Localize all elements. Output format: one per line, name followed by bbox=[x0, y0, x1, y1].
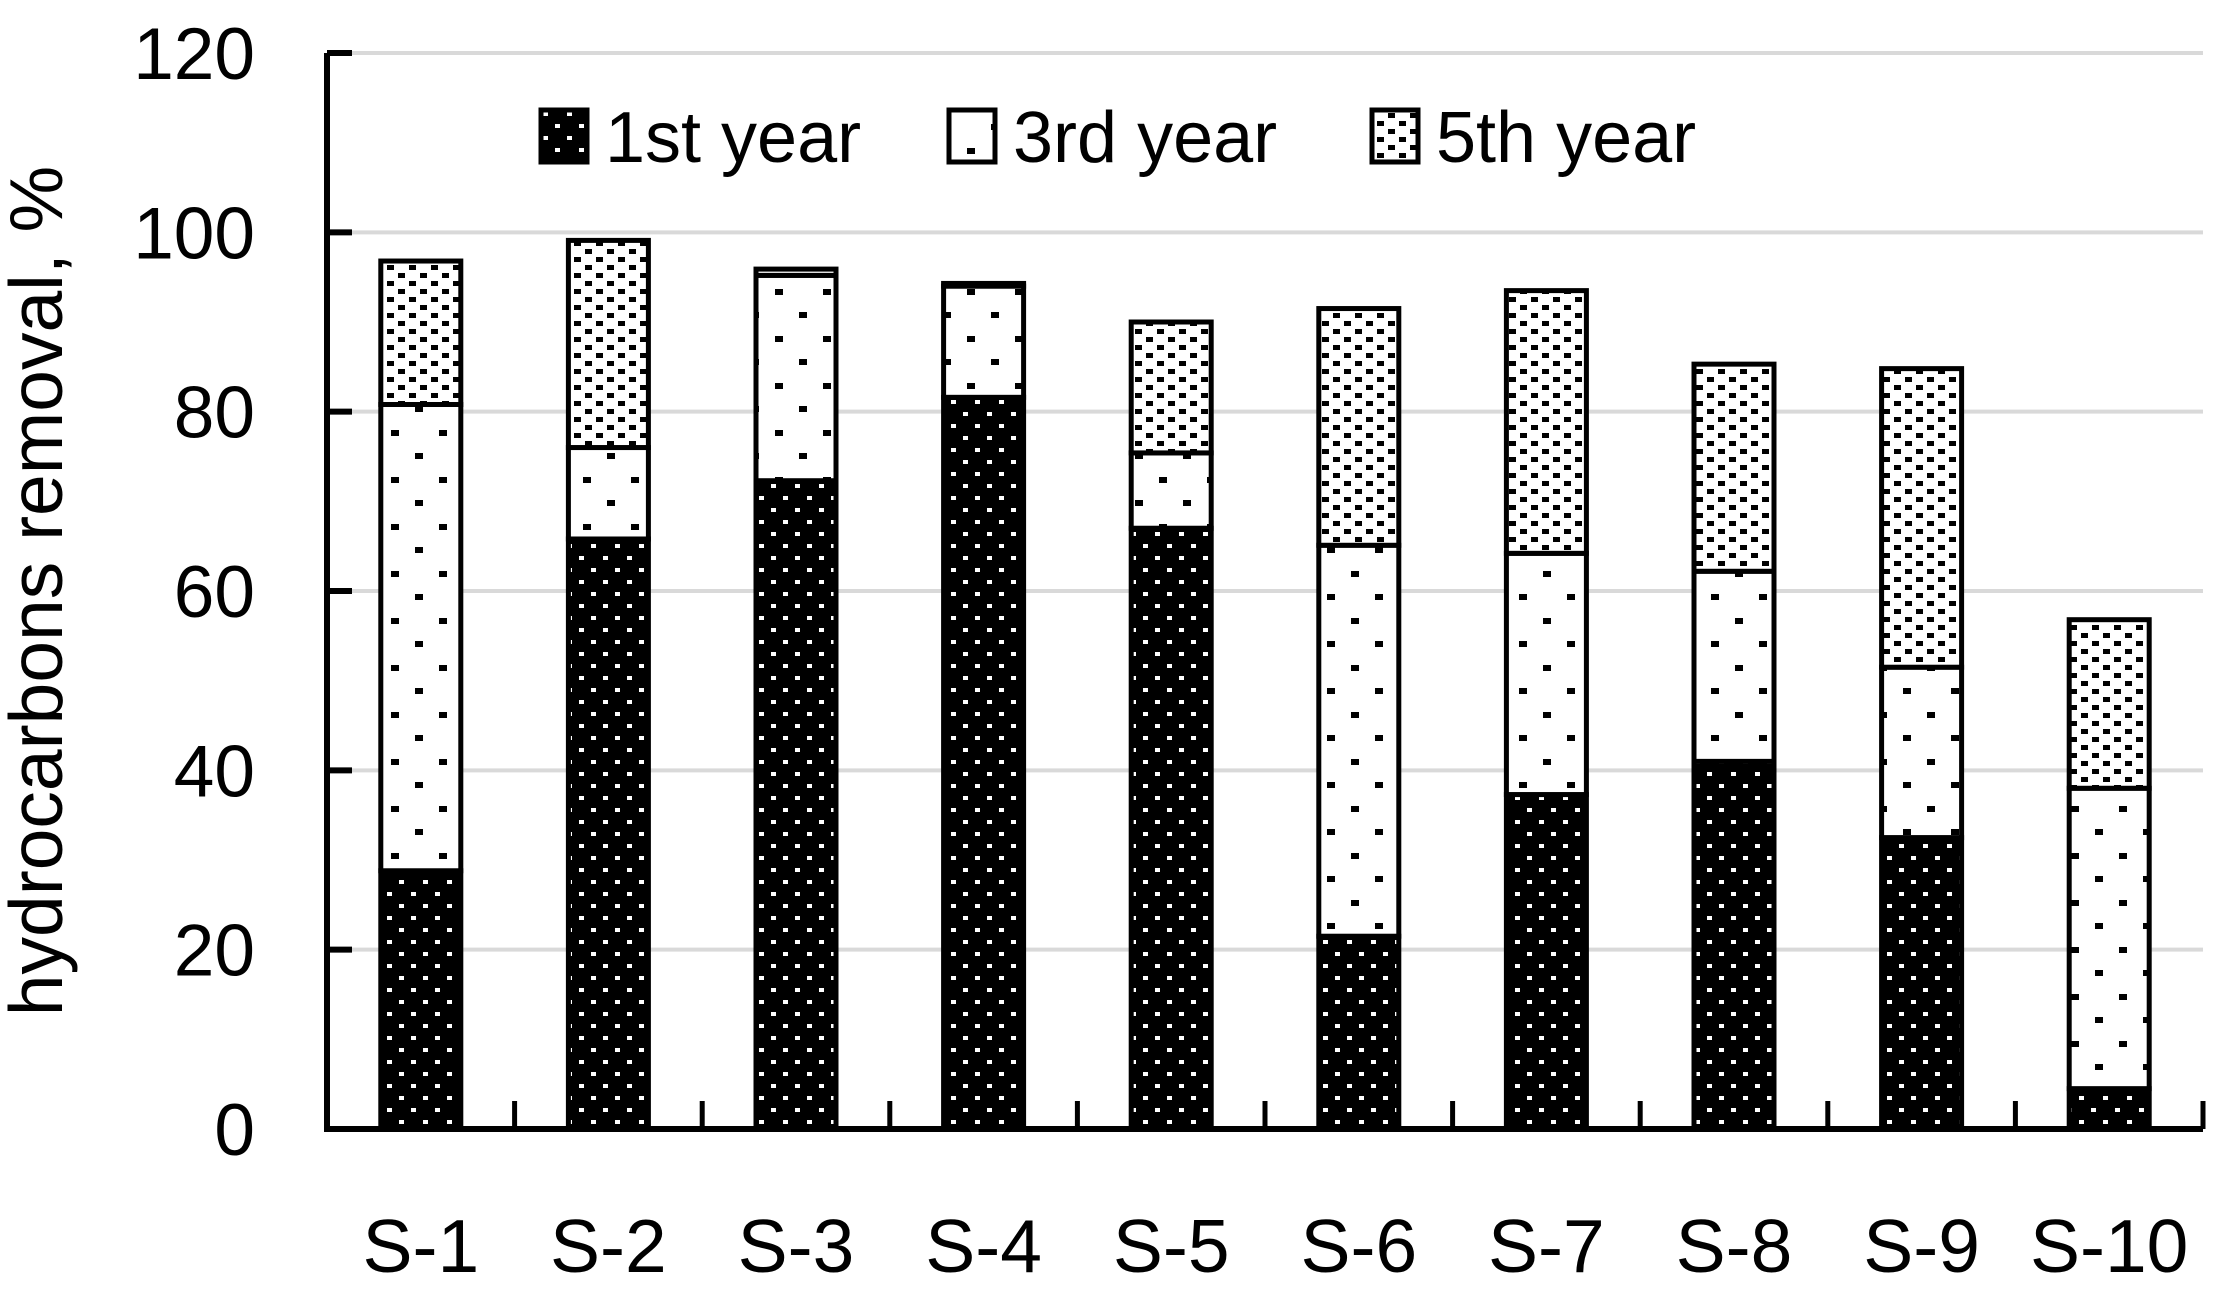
x-ticks-group bbox=[324, 1101, 2206, 1129]
bar-segment-3rd-year-S-4 bbox=[941, 283, 1027, 400]
bar-segment-1st-year-S-3 bbox=[753, 478, 839, 1132]
x-category-label: S-1 bbox=[362, 1204, 479, 1288]
bar-segment-5th-year-S-10 bbox=[2066, 617, 2152, 791]
bar-segment-1st-year-S-9 bbox=[1879, 835, 1965, 1132]
y-tick-label: 100 bbox=[133, 193, 255, 274]
legend-swatch-1st-year bbox=[538, 107, 590, 165]
bar-segment-3rd-year-S-10 bbox=[2066, 785, 2152, 1092]
bar-segment-3rd-year-S-3 bbox=[753, 272, 839, 484]
bar-segment-3rd-year-S-1 bbox=[378, 401, 464, 874]
bar-segment-3rd-year-S-6 bbox=[1316, 542, 1402, 939]
y-axis-title: hydrocarbons removal, % bbox=[0, 166, 78, 1016]
legend-swatch-3rd-year bbox=[946, 107, 998, 165]
legend-swatch-5th-year bbox=[1369, 107, 1421, 165]
x-category-label: S-10 bbox=[2030, 1204, 2188, 1288]
y-tick-label: 0 bbox=[214, 1090, 255, 1171]
bar-segment-5th-year-S-1 bbox=[378, 258, 464, 407]
bar-segment-5th-year-S-9 bbox=[1879, 366, 1965, 670]
bar-segment-1st-year-S-1 bbox=[378, 868, 464, 1132]
bar-segment-5th-year-S-8 bbox=[1691, 361, 1777, 574]
bar-segment-3rd-year-S-8 bbox=[1691, 568, 1777, 764]
bar-segment-1st-year-S-7 bbox=[1503, 792, 1589, 1132]
y-tick-label: 80 bbox=[174, 373, 255, 454]
y-tick-label: 40 bbox=[174, 731, 255, 812]
y-tick-label: 20 bbox=[174, 911, 255, 992]
y-tick-label: 120 bbox=[133, 14, 255, 95]
bar-segment-3rd-year-S-2 bbox=[565, 445, 651, 542]
y-tick-label: 60 bbox=[174, 552, 255, 633]
x-category-label: S-4 bbox=[925, 1204, 1042, 1288]
legend: 1st year 3rd year 5th year bbox=[538, 98, 1696, 178]
x-category-label: S-8 bbox=[1676, 1204, 1793, 1288]
x-category-label: S-9 bbox=[1863, 1204, 1980, 1288]
bar-segment-3rd-year-S-9 bbox=[1879, 664, 1965, 841]
y-tick-labels-group: 0 20 40 60 80 100 120 bbox=[133, 14, 255, 1171]
x-category-label: S-7 bbox=[1488, 1204, 1605, 1288]
x-category-labels-group: S-1 S-2 S-3 S-4 S-5 S-6 S-7 S-8 S-9 S-10 bbox=[362, 1204, 2188, 1288]
bar-segment-5th-year-S-2 bbox=[565, 237, 651, 451]
legend-item-1st-year: 1st year bbox=[538, 98, 861, 178]
bar-segment-1st-year-S-5 bbox=[1128, 525, 1214, 1132]
bar-segment-5th-year-S-5 bbox=[1128, 319, 1214, 456]
legend-label-3rd-year: 3rd year bbox=[1013, 98, 1277, 178]
legend-label-1st-year: 1st year bbox=[605, 98, 861, 178]
bar-segment-1st-year-S-6 bbox=[1316, 933, 1402, 1132]
bar-segment-5th-year-S-6 bbox=[1316, 306, 1402, 548]
bars-group bbox=[378, 237, 2152, 1132]
bar-segment-5th-year-S-3 bbox=[753, 266, 839, 278]
legend-item-5th-year: 5th year bbox=[1369, 98, 1696, 178]
x-category-label: S-2 bbox=[550, 1204, 667, 1288]
legend-item-3rd-year: 3rd year bbox=[946, 98, 1277, 178]
bar-segment-3rd-year-S-7 bbox=[1503, 550, 1589, 798]
legend-label-5th-year: 5th year bbox=[1436, 98, 1696, 178]
bar-segment-1st-year-S-8 bbox=[1691, 758, 1777, 1132]
bar-segment-1st-year-S-10 bbox=[2066, 1086, 2152, 1132]
x-category-label: S-6 bbox=[1300, 1204, 1417, 1288]
x-category-label: S-5 bbox=[1113, 1204, 1230, 1288]
bar-segment-3rd-year-S-5 bbox=[1128, 450, 1214, 531]
bar-segment-1st-year-S-2 bbox=[565, 536, 651, 1132]
bar-segment-1st-year-S-4 bbox=[941, 394, 1027, 1132]
bar-segment-5th-year-S-4 bbox=[941, 280, 1027, 289]
y-ticks-group bbox=[327, 50, 352, 1132]
x-category-label: S-3 bbox=[738, 1204, 855, 1288]
bar-segment-5th-year-S-7 bbox=[1503, 288, 1589, 556]
